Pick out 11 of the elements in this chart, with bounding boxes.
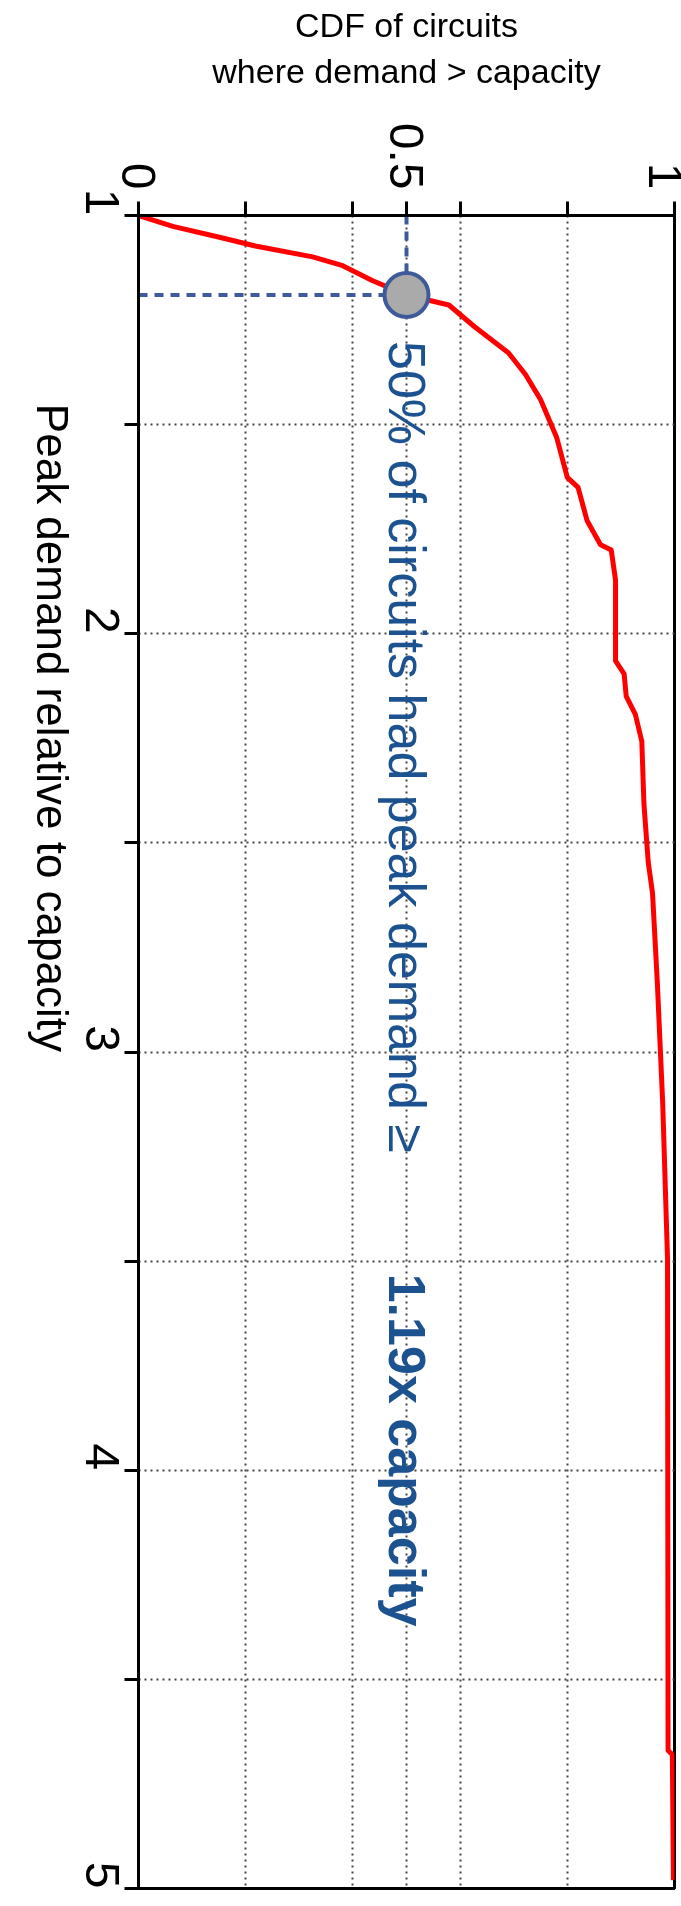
annotation: 50% of circuits had peak demand ≥ (377, 340, 436, 1153)
y-axis-title: Peak demand relative to capacity (28, 403, 77, 1052)
y-tick-label: 5 (76, 1861, 129, 1889)
y-tick-label: 1 (76, 188, 129, 216)
annotation: 1.19x capacity (377, 1273, 436, 1627)
x-tick-label: 0 (112, 162, 165, 190)
y-tick-label: 4 (76, 1443, 129, 1471)
x-axis-title: CDF of circuits where demand > capacity (211, 6, 601, 90)
y-tick-label: 3 (76, 1025, 129, 1053)
x-tick-label: 0.5 (380, 122, 433, 190)
y-tick-label: 2 (76, 607, 129, 634)
